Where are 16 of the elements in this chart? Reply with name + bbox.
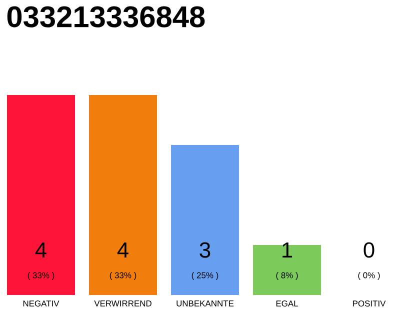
chart-title: 033213336848	[7, 6, 205, 28]
data-label: 4	[117, 242, 128, 258]
annotation: ( 33% )	[110, 272, 136, 280]
data-label: 0	[364, 242, 374, 258]
annotation: ( 33% )	[28, 272, 54, 280]
annotation: ( 8% )	[276, 272, 298, 280]
annotation: ( 0% )	[358, 272, 380, 280]
data-label: 3	[200, 242, 210, 258]
data-label: 4	[35, 242, 46, 258]
x-tick-label: UNBEKANNTE	[176, 300, 234, 306]
x-tick-label: POSITIV	[352, 300, 386, 307]
annotation: ( 25% )	[192, 272, 218, 280]
x-tick-label: NEGATIV	[23, 300, 60, 307]
x-tick-label: EGAL	[276, 300, 298, 307]
data-label: 1	[282, 242, 292, 258]
x-tick-label: VERWIRREND	[94, 300, 152, 306]
